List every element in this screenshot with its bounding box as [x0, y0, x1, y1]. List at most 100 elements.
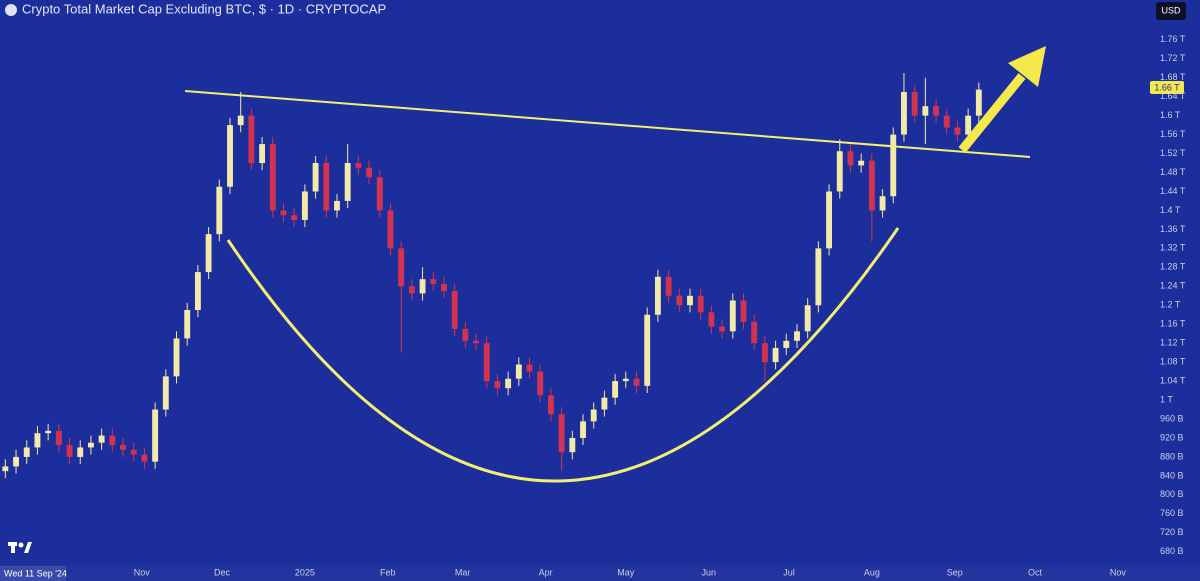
candle-body	[547, 395, 554, 415]
y-tick-label: 800 B	[1160, 489, 1184, 499]
candle-body	[141, 454, 148, 462]
candle-body	[13, 456, 19, 467]
candle-body	[23, 447, 30, 457]
candle-body	[933, 106, 939, 116]
y-tick-label: 1.08 T	[1160, 357, 1186, 367]
symbol-icon	[5, 4, 17, 16]
candle-body	[612, 381, 619, 398]
x-tick-label: Aug	[864, 567, 880, 577]
candle-body	[109, 435, 116, 446]
candle-body	[280, 210, 287, 216]
crosshair-badge	[0, 566, 66, 581]
candle-body	[719, 326, 726, 332]
x-axis-strip	[0, 565, 1200, 581]
candle-body	[259, 144, 266, 164]
y-tick-label: 1.16 T	[1160, 319, 1186, 329]
y-tick-label: 1.52 T	[1160, 148, 1186, 158]
candle-body	[408, 286, 415, 294]
candle-body	[34, 433, 41, 448]
candles	[2, 72, 982, 479]
y-tick-label: 1.64 T	[1160, 91, 1186, 101]
candle-body	[387, 210, 394, 249]
arrow-head	[1008, 46, 1046, 87]
candle-body	[890, 134, 897, 197]
x-tick-label: Apr	[539, 567, 553, 577]
candle-body	[441, 283, 447, 292]
candle-body	[398, 248, 405, 287]
x-tick-label: Nov	[1110, 567, 1127, 577]
currency-label[interactable]: USD	[1161, 5, 1181, 15]
cup-curve	[226, 227, 900, 483]
y-tick-label: 880 B	[1160, 451, 1184, 461]
y-tick-label: 1.32 T	[1160, 243, 1186, 253]
y-tick-label: 1.72 T	[1160, 53, 1186, 63]
candle-body	[601, 397, 608, 410]
candle-body	[312, 163, 319, 192]
candle-body	[237, 115, 244, 126]
y-tick-label: 1.6 T	[1160, 110, 1181, 120]
candle-body	[334, 200, 340, 211]
candle-body	[943, 115, 950, 128]
candle-body	[515, 364, 522, 379]
candle-body	[184, 309, 191, 339]
y-tick-label: 1.04 T	[1160, 375, 1186, 385]
candle-body	[98, 435, 105, 443]
logo	[8, 542, 32, 553]
candle-body	[687, 295, 693, 306]
candle-body	[590, 409, 597, 422]
y-tick-label: 1.2 T	[1160, 300, 1181, 310]
y-tick-label: 720 B	[1160, 527, 1184, 537]
x-tick-label: Dec	[214, 567, 231, 577]
candle-body	[804, 305, 811, 332]
x-tick-label: Mar	[455, 567, 471, 577]
y-tick-label: 1.36 T	[1160, 224, 1186, 234]
candle-body	[644, 314, 651, 386]
arrow-shaft	[958, 73, 1026, 153]
candle-body	[483, 343, 490, 382]
candle-body	[376, 177, 383, 211]
candle-body	[815, 248, 822, 306]
candle-body	[216, 186, 223, 235]
candle-body	[558, 414, 565, 453]
candle-body	[173, 338, 180, 377]
candle-body	[66, 445, 73, 457]
currency-badge[interactable]	[1156, 2, 1186, 20]
candle-body	[152, 409, 159, 462]
candle-body	[751, 321, 758, 344]
candle-body	[633, 378, 640, 386]
last-price-label: 1.66 T	[1154, 82, 1180, 92]
candle-body	[77, 447, 84, 457]
y-tick-label: 1.24 T	[1160, 281, 1186, 291]
candle-body	[965, 115, 972, 135]
trend-line	[184, 90, 1031, 158]
y-tick-label: 1.28 T	[1160, 262, 1186, 272]
candle-body	[291, 215, 298, 220]
candle-body	[580, 421, 586, 438]
y-tick-label: 1.12 T	[1160, 338, 1186, 348]
candle-body	[248, 115, 255, 164]
candle-body	[366, 167, 373, 178]
candle-body	[826, 191, 833, 249]
candle-body	[462, 328, 469, 341]
candle-body	[569, 437, 576, 453]
candle-body	[783, 340, 790, 348]
x-tick-label: Feb	[380, 567, 396, 577]
x-tick-label: Sep	[947, 567, 963, 577]
crosshair-label: Wed 11 Sep '24	[4, 568, 67, 578]
candle-body	[868, 160, 875, 211]
candle-body	[901, 91, 907, 135]
candle-body	[344, 163, 351, 201]
candle-body	[911, 91, 918, 116]
candle-body	[665, 276, 672, 296]
candle-body	[130, 449, 137, 455]
candle-body	[227, 125, 233, 187]
candle-body	[162, 376, 169, 410]
candle-body	[430, 279, 437, 284]
y-tick-label: 1.56 T	[1160, 129, 1186, 139]
y-tick-label: 840 B	[1160, 470, 1184, 480]
candle-body	[954, 127, 961, 135]
candle-body	[45, 430, 52, 434]
y-tick-label: 960 B	[1160, 413, 1184, 423]
